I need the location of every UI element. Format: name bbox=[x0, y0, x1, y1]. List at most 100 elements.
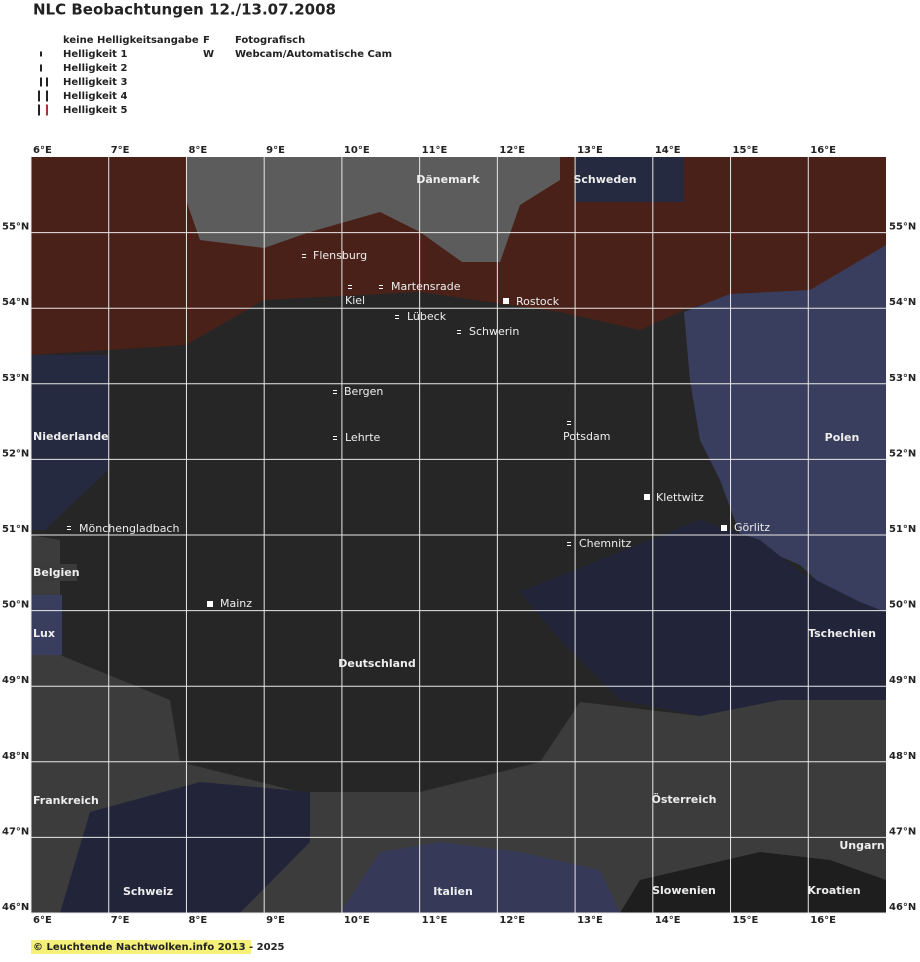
country-label: Frankreich bbox=[33, 794, 99, 807]
country-label: Tschechien bbox=[808, 627, 876, 640]
legend-label: Webcam/Automatische Cam bbox=[235, 49, 392, 60]
legend-symbol bbox=[40, 51, 42, 57]
lon-label: 16°E bbox=[810, 145, 836, 156]
observation-marker bbox=[567, 424, 571, 425]
city-label: Kiel bbox=[345, 294, 365, 307]
city-label: Mönchengladbach bbox=[79, 522, 179, 535]
lat-label: 48°N bbox=[889, 751, 916, 762]
city-label: Flensburg bbox=[313, 249, 367, 262]
city-label: Görlitz bbox=[734, 521, 770, 534]
country-label: Slowenien bbox=[652, 884, 716, 897]
observation-marker bbox=[302, 254, 306, 255]
lat-label: 55°N bbox=[2, 222, 29, 233]
observation-marker bbox=[348, 288, 352, 289]
observation-marker bbox=[721, 525, 727, 531]
observation-marker bbox=[207, 601, 213, 607]
lon-label: 12°E bbox=[499, 915, 525, 926]
footer-highlight bbox=[31, 940, 251, 954]
country-label: Polen bbox=[825, 431, 860, 444]
lat-label: 46°N bbox=[889, 902, 916, 913]
lat-label: 53°N bbox=[2, 373, 29, 384]
lon-label: 11°E bbox=[422, 145, 448, 156]
observation-marker bbox=[457, 333, 461, 334]
lon-label: 11°E bbox=[422, 915, 448, 926]
lat-label: 52°N bbox=[889, 448, 916, 459]
country-label: Belgien bbox=[33, 566, 80, 579]
observation-marker bbox=[67, 526, 71, 527]
observation-marker bbox=[644, 494, 650, 500]
observation-marker bbox=[567, 545, 571, 546]
legend-symbol bbox=[40, 77, 42, 87]
lon-label: 10°E bbox=[344, 915, 370, 926]
city-label: Schwerin bbox=[469, 325, 519, 338]
observation-marker bbox=[379, 288, 383, 289]
lat-label: 55°N bbox=[889, 222, 916, 233]
observation-marker bbox=[395, 315, 399, 316]
lat-label: 47°N bbox=[2, 826, 29, 837]
lat-label: 50°N bbox=[2, 600, 29, 611]
legend-label: keine Helligkeitsangabe bbox=[63, 35, 199, 46]
title: NLC Beobachtungen 12./13.07.2008 bbox=[33, 1, 336, 19]
country-label: Deutschland bbox=[338, 657, 415, 670]
lat-label: 52°N bbox=[2, 448, 29, 459]
observation-marker bbox=[67, 529, 71, 530]
country-label: Österreich bbox=[651, 792, 716, 806]
legend-label: Helligkeit 4 bbox=[63, 91, 127, 102]
observation-marker bbox=[333, 436, 337, 437]
legend-symbol bbox=[38, 104, 40, 116]
observation-marker bbox=[379, 285, 383, 286]
lon-label: 15°E bbox=[733, 915, 759, 926]
city-label: Mainz bbox=[220, 597, 252, 610]
legend-symbol bbox=[46, 90, 48, 102]
lat-label: 51°N bbox=[889, 524, 916, 535]
country-label: Niederlande bbox=[33, 430, 109, 443]
city-label: Klettwitz bbox=[656, 491, 704, 504]
legend-symbol bbox=[40, 64, 42, 72]
lat-label: 47°N bbox=[889, 826, 916, 837]
observation-marker bbox=[333, 439, 337, 440]
lat-label: 46°N bbox=[2, 902, 29, 913]
lon-label: 10°E bbox=[344, 145, 370, 156]
graticule bbox=[30, 157, 886, 914]
observation-marker bbox=[348, 285, 352, 286]
lon-label: 8°E bbox=[188, 915, 207, 926]
city-label: Potsdam bbox=[563, 430, 610, 443]
legend-label: Fotografisch bbox=[235, 35, 305, 46]
lon-label: 6°E bbox=[33, 145, 52, 156]
observation-marker bbox=[567, 542, 571, 543]
legend-symbol bbox=[46, 104, 48, 116]
observation-marker bbox=[567, 421, 571, 422]
lat-label: 53°N bbox=[889, 373, 916, 384]
lon-label: 16°E bbox=[810, 915, 836, 926]
lat-label: 51°N bbox=[2, 524, 29, 535]
lon-label: 13°E bbox=[577, 915, 603, 926]
legend-symbol bbox=[46, 77, 48, 87]
country-label: Dänemark bbox=[416, 173, 480, 186]
lon-label: 8°E bbox=[188, 145, 207, 156]
lon-label: 7°E bbox=[111, 915, 130, 926]
lon-label: 9°E bbox=[266, 915, 285, 926]
country-label: Lux bbox=[33, 627, 55, 640]
city-label: Chemnitz bbox=[579, 537, 631, 550]
legend-label: Helligkeit 5 bbox=[63, 105, 127, 116]
legend-label: Helligkeit 2 bbox=[63, 63, 127, 74]
lon-label: 9°E bbox=[266, 145, 285, 156]
country-label: Ungarn bbox=[839, 839, 884, 852]
country-label: Schweden bbox=[573, 173, 636, 186]
lat-label: 48°N bbox=[2, 751, 29, 762]
country-label: Kroatien bbox=[807, 884, 860, 897]
lat-label: 50°N bbox=[889, 600, 916, 611]
lon-label: 7°E bbox=[111, 145, 130, 156]
country-label: Schweiz bbox=[123, 885, 173, 898]
city-label: Rostock bbox=[516, 295, 560, 308]
observation-marker bbox=[333, 393, 337, 394]
lat-label: 49°N bbox=[889, 675, 916, 686]
city-label: Lehrte bbox=[345, 431, 381, 444]
lon-label: 13°E bbox=[577, 145, 603, 156]
observation-marker bbox=[302, 257, 306, 258]
footer: © Leuchtende Nachtwolken.info 2013 - 202… bbox=[33, 942, 285, 953]
lon-label: 14°E bbox=[655, 145, 681, 156]
observation-marker bbox=[457, 330, 461, 331]
legend-symbol: W bbox=[203, 49, 214, 60]
lon-label: 12°E bbox=[499, 145, 525, 156]
